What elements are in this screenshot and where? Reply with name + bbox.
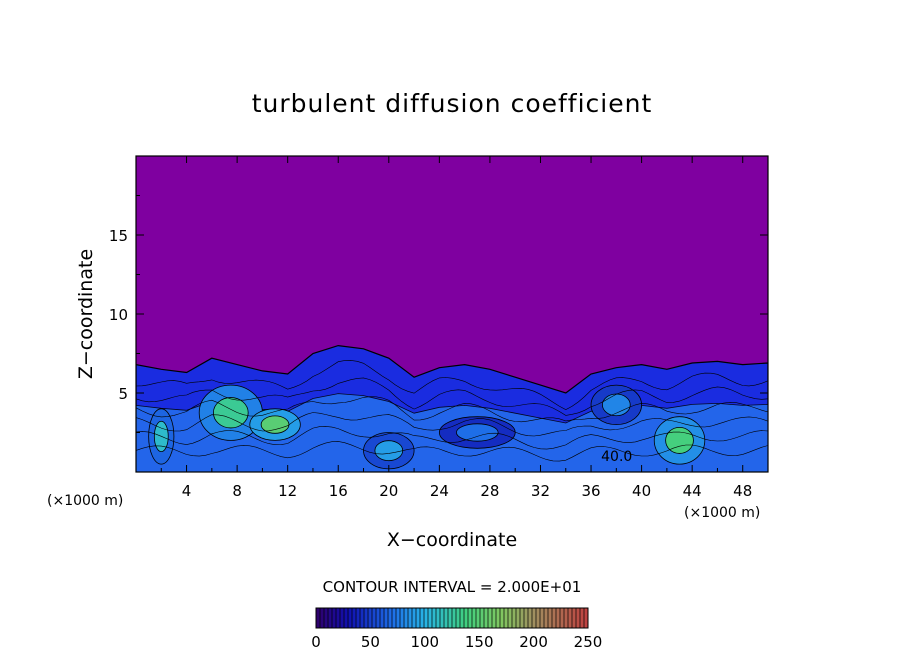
contour-line-5 <box>136 360 768 410</box>
x-tick-label: 44 <box>683 482 702 500</box>
colorbar-tick-label: 50 <box>361 633 380 651</box>
x-tick-label: 24 <box>430 482 449 500</box>
x-unit-right: (×1000 m) <box>684 505 760 521</box>
colorbar-tick-label: 200 <box>519 633 548 651</box>
colorbar-tick-label: 250 <box>574 633 603 651</box>
colorbar-tick-label: 0 <box>311 633 321 651</box>
x-axis-label: X−coordinate <box>387 529 517 551</box>
high-value-core-6 <box>456 423 499 442</box>
contour-line-4 <box>136 377 768 416</box>
x-tick-label: 48 <box>733 482 752 500</box>
x-tick-label: 16 <box>329 482 348 500</box>
contour-line-2 <box>136 412 768 437</box>
x-tick-label: 8 <box>232 482 242 500</box>
x-tick-label: 40 <box>632 482 651 500</box>
high-value-core-5 <box>602 393 631 417</box>
x-tick-label: 28 <box>480 482 499 500</box>
contour-interval: CONTOUR INTERVAL = 2.000E+01 <box>323 578 582 596</box>
contour-line-1 <box>136 426 768 450</box>
contour-value-label: 40.0 <box>601 449 632 465</box>
colorbar: 0 50 100 150 200 250 <box>311 607 603 651</box>
chart-title: turbulent diffusion coefficient <box>252 89 653 118</box>
colorbar-tick-label: 150 <box>465 633 494 651</box>
x-tick-label: 12 <box>278 482 297 500</box>
y-tick-label: 5 <box>118 385 128 403</box>
x-tick-label: 36 <box>581 482 600 500</box>
y-tick-label: 15 <box>109 227 128 245</box>
y-axis-label: Z−coordinate <box>75 249 97 379</box>
y-tick-label: 10 <box>109 306 128 324</box>
x-unit-left: (×1000 m) <box>47 493 123 509</box>
colorbar-tick-label: 100 <box>410 633 439 651</box>
x-tick-label: 32 <box>531 482 550 500</box>
high-value-core-0 <box>213 397 249 429</box>
contour-line-3 <box>136 396 768 423</box>
high-value-core-3 <box>374 440 404 462</box>
x-tick-label: 20 <box>379 482 398 500</box>
contour-line-0 <box>136 441 768 462</box>
x-tick-label: 4 <box>182 482 192 500</box>
high-value-core-4 <box>665 426 694 454</box>
